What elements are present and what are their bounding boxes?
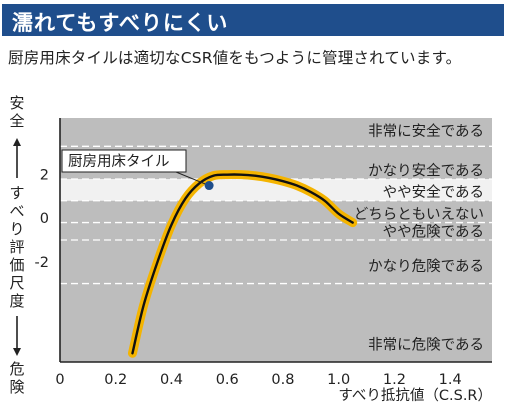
annotation-box xyxy=(61,149,187,173)
x-tick-label: 1.0 xyxy=(327,372,350,388)
band-label: やや安全である xyxy=(383,183,484,201)
data-curve xyxy=(131,173,354,355)
annotation-leader xyxy=(175,171,210,186)
y-axis-title: 評 xyxy=(9,238,24,256)
x-tick-label: 0.8 xyxy=(271,372,294,388)
y-bottom-label: 危 xyxy=(9,360,24,378)
x-tick-labels: 0 0.2 0.4 0.6 0.8 1.0 1.2 1.4 xyxy=(55,372,461,388)
band-label: 非常に安全である xyxy=(368,122,484,140)
y-axis-title: べ xyxy=(9,202,24,220)
y-axis-title: り xyxy=(9,220,24,238)
y-axis-title: 価 xyxy=(9,256,24,274)
band-label: どちらともいえない xyxy=(354,206,484,223)
x-tick-label: 1.2 xyxy=(383,372,406,388)
highlight-band xyxy=(60,179,492,201)
x-axis-label: すべり抵抗値（C.S.R） xyxy=(338,387,492,404)
y-axis-title: 尺 xyxy=(9,274,24,292)
x-tick-label: 0.6 xyxy=(216,372,239,388)
y-bottom-label: 険 xyxy=(9,378,24,396)
band-label: かなり安全である xyxy=(368,161,484,179)
x-tick-label: 0.2 xyxy=(104,372,127,388)
band-label: 非常に危険である xyxy=(368,337,484,354)
up-arrow-icon xyxy=(13,138,21,146)
page-title: 濡れてもすべりにくい xyxy=(12,11,229,35)
x-tick-label: 0 xyxy=(55,372,64,388)
annotation-marker xyxy=(204,181,214,191)
title-banner: 濡れてもすべりにくい xyxy=(2,4,504,36)
band-label: やや危険である xyxy=(383,223,484,240)
band-labels: 非常に安全であるかなり安全であるやや安全であるどちらともいえないやや危険であるか… xyxy=(354,122,484,354)
y-axis-title: 度 xyxy=(9,292,24,310)
y-top-label: 全 xyxy=(9,112,24,130)
y-top-label: 安 xyxy=(9,94,24,112)
annotation-label: 厨房用床タイル xyxy=(68,153,170,170)
subtitle-text: 厨房用床タイルは適切なCSR値をもつように管理されています。 xyxy=(8,49,462,67)
x-tick-label: 0.4 xyxy=(160,372,183,388)
y-tick-label: -2 xyxy=(35,255,49,271)
y-tick-label: 2 xyxy=(40,168,49,184)
x-tick-label: 1.4 xyxy=(439,372,462,388)
down-arrow-icon xyxy=(13,348,21,356)
y-axis-title: す xyxy=(9,184,24,202)
y-tick-label: 0 xyxy=(40,211,49,227)
y-tick-labels: 2 0 -2 xyxy=(35,168,49,271)
band-label: かなり危険である xyxy=(368,258,484,275)
